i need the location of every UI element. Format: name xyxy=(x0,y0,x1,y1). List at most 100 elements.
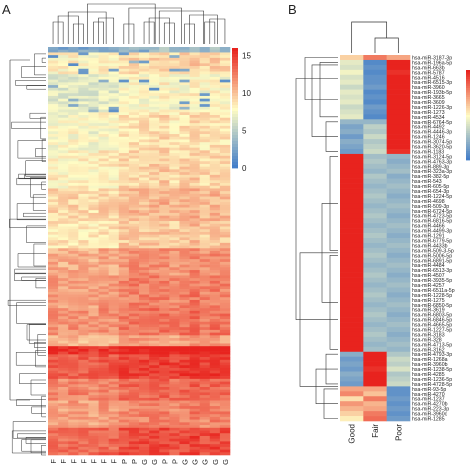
heatmap-cell xyxy=(68,55,79,59)
heatmap-cell xyxy=(108,354,120,358)
heatmap-cell xyxy=(386,302,411,308)
heatmap-cell xyxy=(48,389,59,393)
heatmap-cell xyxy=(199,218,211,222)
heatmap-cell xyxy=(149,389,160,393)
heatmap-cell xyxy=(118,438,130,442)
heatmap-cell xyxy=(118,218,130,222)
heatmap-cell xyxy=(88,411,99,415)
heatmap-cell xyxy=(139,188,150,192)
heatmap-cell xyxy=(219,245,231,249)
heatmap-cell xyxy=(68,446,79,450)
heatmap-cell xyxy=(179,131,190,135)
heatmap-cell xyxy=(98,297,109,301)
heatmap-cell xyxy=(159,438,170,442)
heatmap-cell xyxy=(199,389,211,393)
heatmap-cell xyxy=(58,237,69,241)
row-label: hsa-miR-605-5p xyxy=(412,184,449,190)
heatmap-cell xyxy=(340,119,364,125)
colorbar-swatch xyxy=(232,126,238,130)
row-label: hsa-miR-4763-3p xyxy=(412,159,452,165)
heatmap-cell xyxy=(159,79,170,83)
dendrogram-branch xyxy=(16,203,46,221)
heatmap-cell xyxy=(189,144,200,148)
row-label: hsa-miR-3074-5p xyxy=(412,140,452,146)
column-label: G xyxy=(211,459,220,465)
heatmap-cell xyxy=(209,237,221,241)
heatmap-cell xyxy=(169,294,180,298)
heatmap-cell xyxy=(209,177,221,181)
heatmap-cell xyxy=(149,357,160,361)
heatmap-cell xyxy=(68,71,79,75)
heatmap-cell xyxy=(68,283,79,287)
heatmap-cell xyxy=(139,335,150,339)
heatmap-cell xyxy=(149,354,160,358)
heatmap-cell xyxy=(219,259,231,263)
heatmap-cell xyxy=(189,169,200,173)
heatmap-cell xyxy=(189,305,200,309)
heatmap-cell xyxy=(199,144,211,148)
heatmap-cell xyxy=(128,147,140,151)
heatmap-cell xyxy=(128,433,140,437)
heatmap-cell xyxy=(139,444,150,448)
heatmap-cell xyxy=(363,401,387,407)
heatmap-cell xyxy=(159,185,170,189)
heatmap-cell xyxy=(98,169,109,173)
colorbar-swatch xyxy=(466,92,470,96)
dendrogram-branch xyxy=(35,148,46,157)
heatmap-cell xyxy=(149,373,160,377)
heatmap-cell xyxy=(209,229,221,233)
heatmap-cell xyxy=(149,348,160,352)
heatmap-cell xyxy=(340,104,364,110)
heatmap-cell xyxy=(209,419,221,423)
heatmap-cell xyxy=(88,253,99,257)
heatmap-cell xyxy=(68,438,79,442)
heatmap-cell xyxy=(139,430,150,434)
heatmap-cell xyxy=(48,169,59,173)
heatmap-cell xyxy=(219,324,231,328)
heatmap-cell xyxy=(88,169,99,173)
heatmap-cell xyxy=(128,373,140,377)
heatmap-cell xyxy=(199,158,211,162)
heatmap-cell xyxy=(58,299,69,303)
heatmap-cell xyxy=(219,204,231,208)
heatmap-cell xyxy=(386,287,411,293)
heatmap-cell xyxy=(189,71,200,75)
heatmap-cell xyxy=(118,395,130,399)
heatmap-cell xyxy=(88,199,99,203)
heatmap-cell xyxy=(386,84,411,90)
colorbar-swatch xyxy=(466,148,470,152)
heatmap-cell xyxy=(68,212,79,216)
heatmap-cell xyxy=(118,381,130,385)
heatmap-cell xyxy=(98,433,109,437)
heatmap-cell xyxy=(118,338,130,342)
colorbar-swatch xyxy=(466,151,470,154)
heatmap-cell xyxy=(108,147,120,151)
heatmap-cell xyxy=(219,123,231,127)
heatmap-cell xyxy=(88,101,99,105)
heatmap-cell xyxy=(219,335,231,339)
heatmap-cell xyxy=(189,359,200,363)
heatmap-cell xyxy=(209,68,221,72)
heatmap-cell xyxy=(199,272,211,276)
heatmap-cell xyxy=(179,240,190,244)
heatmap-cell xyxy=(149,212,160,216)
heatmap-cell xyxy=(169,416,180,420)
heatmap-cell xyxy=(169,66,180,70)
heatmap-cell xyxy=(118,193,130,197)
heatmap-cell xyxy=(199,155,211,159)
heatmap-cell xyxy=(363,153,387,160)
heatmap-cell xyxy=(159,327,170,331)
colorbar-swatch xyxy=(232,99,238,103)
heatmap-cell xyxy=(149,329,160,333)
heatmap-cell xyxy=(68,185,79,189)
heatmap-cell xyxy=(159,202,170,206)
heatmap-cell xyxy=(169,406,180,410)
heatmap-cell xyxy=(48,218,59,222)
heatmap-cell xyxy=(98,332,109,336)
heatmap-cell xyxy=(149,319,160,323)
heatmap-cell xyxy=(68,362,79,366)
heatmap-cell xyxy=(189,207,200,211)
heatmap-cell xyxy=(88,416,99,420)
heatmap-cell xyxy=(340,381,364,387)
heatmap-cell xyxy=(179,283,190,287)
